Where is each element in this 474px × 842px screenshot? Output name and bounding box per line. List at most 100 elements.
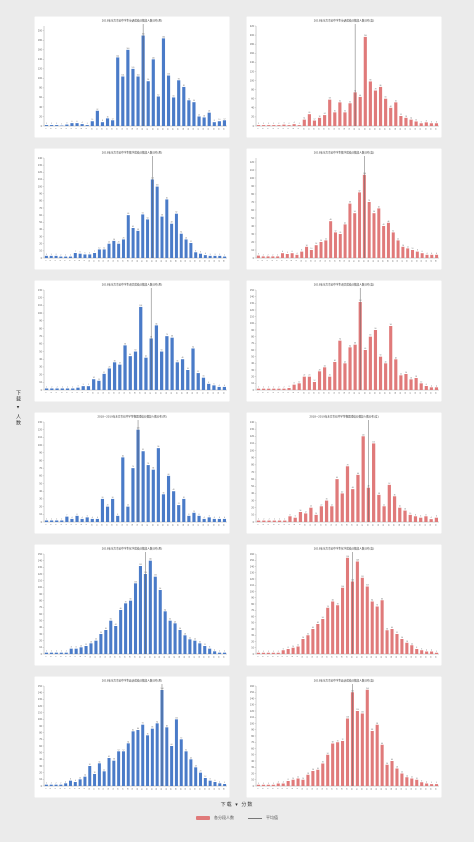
bar[interactable] bbox=[276, 256, 280, 258]
bar[interactable] bbox=[420, 650, 424, 654]
bar[interactable] bbox=[394, 102, 398, 126]
bar[interactable] bbox=[343, 224, 347, 258]
bar[interactable] bbox=[419, 383, 423, 390]
bar[interactable] bbox=[166, 75, 171, 126]
bar[interactable] bbox=[355, 561, 359, 655]
bar[interactable] bbox=[271, 652, 275, 654]
legend-item-mean[interactable]: 平均值 bbox=[248, 815, 278, 821]
bar[interactable] bbox=[367, 202, 371, 258]
bar[interactable] bbox=[154, 325, 159, 390]
bar[interactable] bbox=[49, 255, 53, 258]
bar[interactable] bbox=[182, 86, 186, 126]
bar[interactable] bbox=[390, 761, 394, 786]
bar[interactable] bbox=[328, 99, 332, 126]
bar[interactable] bbox=[70, 518, 74, 522]
bar[interactable] bbox=[192, 512, 196, 522]
bar[interactable] bbox=[128, 356, 132, 390]
bar[interactable] bbox=[340, 493, 344, 522]
bar[interactable] bbox=[97, 380, 101, 390]
bar[interactable] bbox=[405, 777, 409, 786]
bar[interactable] bbox=[434, 517, 438, 522]
bar[interactable] bbox=[131, 468, 135, 522]
bar[interactable] bbox=[111, 120, 115, 126]
bar[interactable] bbox=[198, 643, 202, 654]
bar[interactable] bbox=[345, 557, 350, 654]
bar[interactable] bbox=[97, 249, 101, 258]
bar[interactable] bbox=[307, 114, 311, 126]
bar[interactable] bbox=[261, 652, 265, 654]
bar[interactable] bbox=[217, 386, 221, 390]
bar[interactable] bbox=[256, 520, 261, 522]
bar[interactable] bbox=[129, 600, 133, 654]
bar[interactable] bbox=[281, 783, 285, 787]
bar[interactable] bbox=[297, 383, 301, 390]
bar[interactable] bbox=[44, 255, 48, 258]
bar[interactable] bbox=[353, 213, 357, 258]
bar[interactable] bbox=[333, 112, 337, 126]
bar[interactable] bbox=[146, 465, 150, 522]
bar[interactable] bbox=[78, 779, 82, 786]
bar[interactable] bbox=[222, 518, 227, 522]
bar[interactable] bbox=[368, 81, 372, 126]
bar[interactable] bbox=[44, 652, 49, 654]
legend-item-bars[interactable]: 各分段人数 bbox=[196, 815, 234, 821]
bar[interactable] bbox=[365, 689, 369, 786]
bar[interactable] bbox=[311, 629, 315, 654]
bar[interactable] bbox=[95, 110, 99, 126]
bar[interactable] bbox=[358, 96, 362, 126]
bar[interactable] bbox=[300, 251, 304, 258]
bar[interactable] bbox=[338, 234, 342, 258]
bar[interactable] bbox=[370, 731, 374, 786]
bar[interactable] bbox=[410, 645, 414, 654]
bar[interactable] bbox=[415, 251, 419, 258]
bar[interactable] bbox=[79, 647, 83, 654]
bar[interactable] bbox=[170, 337, 174, 390]
bar[interactable] bbox=[55, 125, 59, 126]
bar[interactable] bbox=[213, 782, 217, 786]
bar[interactable] bbox=[170, 223, 174, 258]
bar[interactable] bbox=[348, 103, 352, 126]
bar[interactable] bbox=[360, 577, 364, 654]
bar[interactable] bbox=[218, 783, 222, 786]
bar[interactable] bbox=[50, 388, 54, 390]
bar[interactable] bbox=[434, 784, 439, 787]
bar[interactable] bbox=[121, 239, 125, 258]
bar[interactable] bbox=[256, 784, 261, 786]
bar[interactable] bbox=[351, 489, 355, 522]
bar[interactable] bbox=[296, 778, 300, 787]
bar[interactable] bbox=[123, 345, 127, 390]
bar[interactable] bbox=[177, 505, 181, 522]
bar[interactable] bbox=[85, 517, 89, 522]
bar[interactable] bbox=[336, 742, 340, 786]
bar[interactable] bbox=[55, 388, 59, 390]
bar[interactable] bbox=[126, 215, 130, 258]
bar[interactable] bbox=[425, 651, 429, 655]
bar[interactable] bbox=[189, 759, 193, 786]
bar[interactable] bbox=[317, 117, 322, 126]
bar[interactable] bbox=[292, 384, 296, 390]
bar[interactable] bbox=[355, 711, 359, 786]
bar[interactable] bbox=[368, 336, 372, 390]
bar[interactable] bbox=[168, 620, 172, 654]
bar[interactable] bbox=[54, 255, 58, 258]
bar[interactable] bbox=[212, 518, 216, 522]
bar[interactable] bbox=[323, 115, 327, 126]
bar[interactable] bbox=[64, 783, 68, 786]
bar[interactable] bbox=[311, 771, 315, 786]
bar[interactable] bbox=[217, 121, 221, 126]
bar[interactable] bbox=[141, 451, 145, 522]
bar[interactable] bbox=[217, 518, 221, 522]
bar[interactable] bbox=[281, 650, 285, 654]
bar[interactable] bbox=[363, 36, 367, 126]
bar[interactable] bbox=[133, 583, 138, 654]
bar[interactable] bbox=[291, 779, 295, 786]
bar[interactable] bbox=[389, 107, 393, 126]
bar[interactable] bbox=[189, 243, 193, 258]
bar[interactable] bbox=[179, 233, 183, 258]
bar[interactable] bbox=[434, 123, 439, 126]
bar[interactable] bbox=[424, 122, 428, 126]
bar[interactable] bbox=[410, 778, 414, 787]
bar[interactable] bbox=[348, 203, 352, 258]
bar[interactable] bbox=[304, 513, 308, 522]
bar[interactable] bbox=[429, 123, 433, 126]
